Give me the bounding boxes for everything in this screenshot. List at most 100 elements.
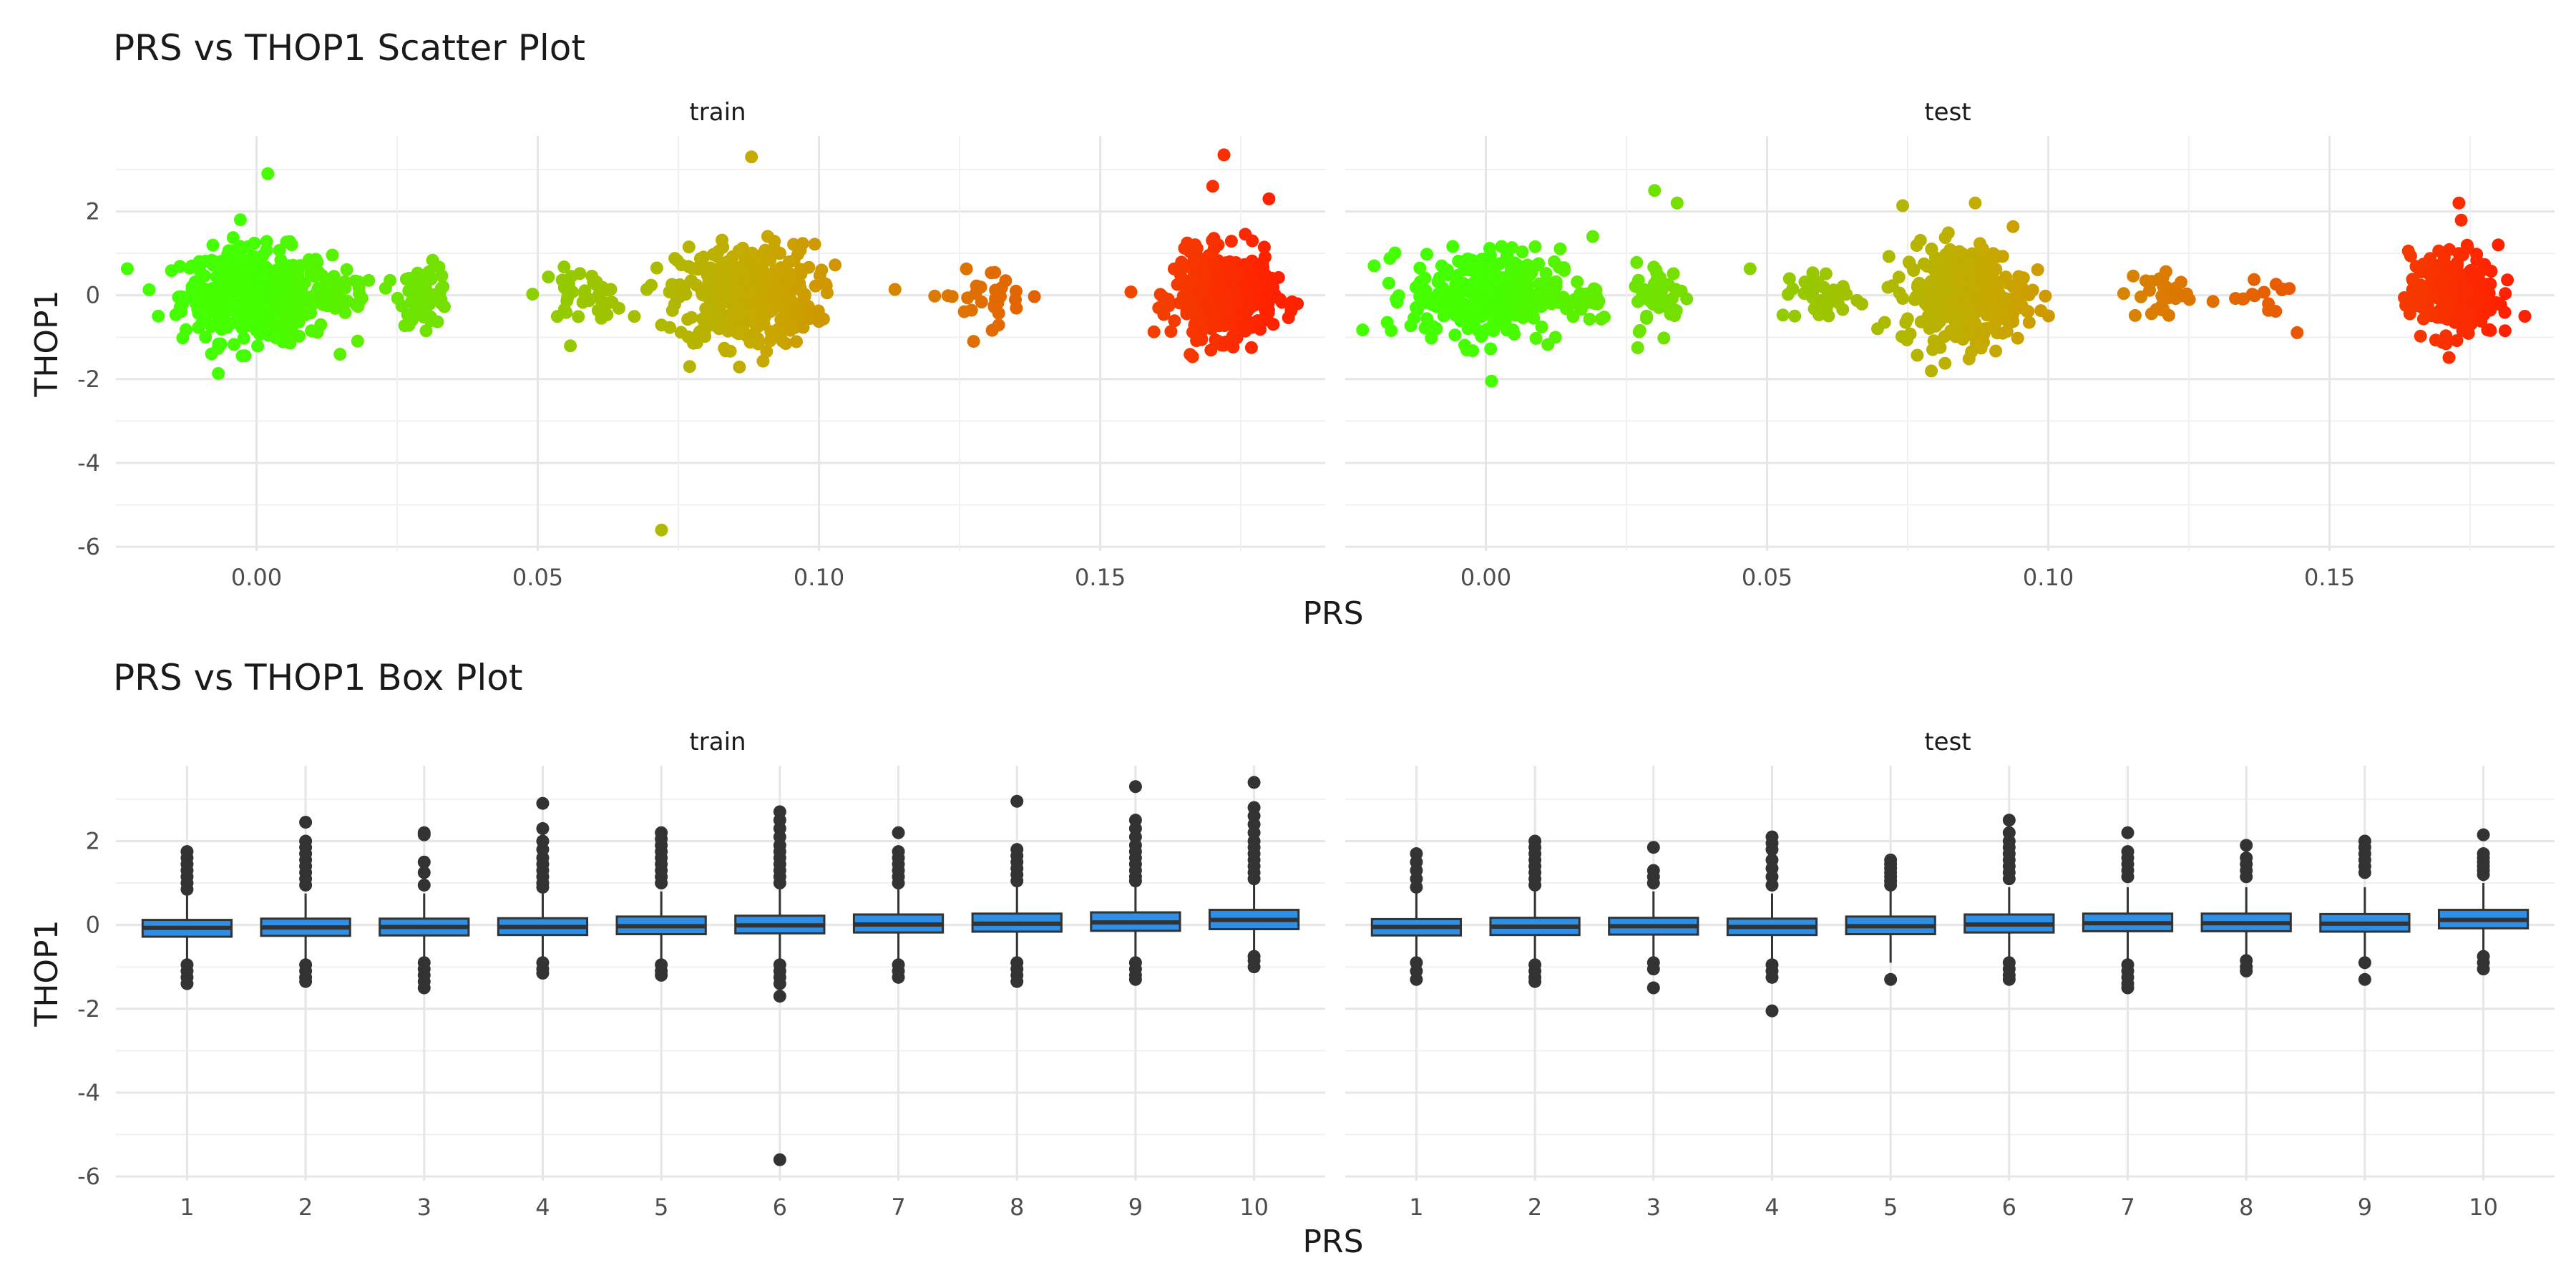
scatter-point — [1895, 330, 1908, 343]
scatter-point — [1219, 256, 1232, 270]
scatter-point — [215, 312, 228, 326]
scatter-point — [1911, 280, 1924, 293]
scatter-point — [1798, 275, 1812, 288]
scatter-point — [1496, 305, 1510, 318]
x-tick-label: 0.05 — [512, 564, 563, 591]
scatter-point — [2128, 308, 2142, 322]
scatter-point — [1028, 290, 1041, 303]
y-tick-label: 2 — [86, 197, 100, 225]
box-outlier — [1765, 1004, 1779, 1018]
scatter-point — [258, 263, 272, 276]
box-title: PRS vs THOP1 Box Plot — [113, 657, 523, 698]
scatter-point — [663, 285, 676, 298]
scatter-point — [1819, 267, 1833, 280]
scatter-point — [1217, 148, 1231, 162]
scatter-point — [288, 270, 302, 283]
scatter-point — [2422, 267, 2436, 280]
scatter-point — [1508, 327, 1521, 341]
scatter-point — [784, 293, 798, 307]
scatter-point — [766, 289, 780, 303]
scatter-point — [1463, 282, 1477, 296]
scatter-point — [260, 243, 273, 257]
scatter-point — [1411, 303, 1424, 316]
scatter-point — [1743, 262, 1757, 275]
scatter-point — [2499, 287, 2512, 301]
scatter-point — [1788, 309, 1802, 323]
scatter-point — [1251, 314, 1264, 328]
scatter-point — [1244, 341, 1258, 354]
scatter-points-train — [120, 148, 1304, 537]
x-tick-label: 1 — [1409, 1194, 1423, 1221]
scatter-point — [2472, 291, 2486, 305]
box-outlier — [1010, 874, 1024, 888]
scatter-point — [1782, 272, 1796, 286]
scatter-point — [401, 308, 414, 321]
scatter-point — [2518, 310, 2532, 323]
scatter-point — [789, 306, 802, 319]
box-outlier — [2477, 828, 2490, 841]
scatter-point — [1977, 274, 1991, 288]
scatter-point — [957, 305, 971, 318]
scatter-point — [1592, 294, 1606, 308]
box-grid-train — [116, 766, 1325, 1181]
scatter-point — [2236, 292, 2250, 306]
scatter-point — [745, 150, 758, 164]
box-outlier — [2240, 839, 2253, 852]
scatter-point — [802, 260, 816, 274]
scatter-point — [1193, 287, 1206, 300]
scatter-point — [1815, 293, 1828, 307]
scatter-point — [2442, 351, 2456, 364]
scatter-point — [1238, 258, 1252, 271]
scatter-point — [1806, 285, 1820, 298]
scatter-point — [628, 310, 641, 323]
x-tick-label: 0.10 — [2023, 564, 2074, 591]
scatter-point — [1553, 242, 1567, 255]
y-tick-label: 0 — [86, 912, 100, 939]
scatter-point — [794, 281, 807, 295]
box-outlier — [1010, 975, 1024, 988]
scatter-point — [317, 291, 331, 304]
scatter-point — [732, 244, 746, 258]
scatter-point — [195, 316, 209, 330]
scatter-point — [1436, 281, 1450, 295]
scatter-point — [561, 291, 575, 305]
scatter-point — [1513, 273, 1526, 287]
scatter-point — [2245, 288, 2259, 301]
scatter-point — [1553, 260, 1566, 274]
box-outlier — [1884, 972, 1898, 986]
scatter-point — [199, 331, 213, 343]
scatter-point — [2470, 253, 2484, 267]
scatter-point — [227, 338, 240, 351]
scatter-point — [340, 263, 353, 276]
scatter-point — [293, 259, 306, 273]
scatter-point — [2407, 286, 2421, 299]
scatter-point — [1938, 356, 1952, 370]
scatter-point — [1413, 261, 1427, 275]
x-tick-label: 9 — [1128, 1194, 1143, 1221]
scatter-point — [796, 237, 809, 250]
scatter-point — [716, 233, 728, 247]
scatter-point — [674, 326, 688, 339]
scatter-point — [2445, 260, 2459, 274]
scatter-point — [308, 270, 322, 283]
scatter-point — [1252, 277, 1265, 291]
scatter-facet-test-label: test — [1924, 98, 1971, 127]
scatter-point — [812, 315, 826, 328]
scatter-point — [564, 339, 577, 353]
scatter-point — [212, 366, 225, 380]
scatter-point — [790, 335, 803, 348]
scatter-point — [1239, 228, 1252, 241]
scatter-point — [725, 308, 738, 322]
scatter-point — [2494, 298, 2507, 311]
box-outlier — [1646, 962, 1660, 976]
scatter-point — [235, 349, 249, 363]
scatter-point — [1356, 323, 1370, 337]
scatter-point — [685, 311, 698, 324]
box-outlier — [1410, 880, 1423, 894]
box-outlier — [773, 977, 786, 990]
scatter-point — [205, 347, 218, 361]
scatter-point — [992, 318, 1005, 332]
scatter-point — [1938, 231, 1952, 244]
scatter-point — [683, 360, 696, 374]
scatter-point — [1196, 265, 1210, 278]
